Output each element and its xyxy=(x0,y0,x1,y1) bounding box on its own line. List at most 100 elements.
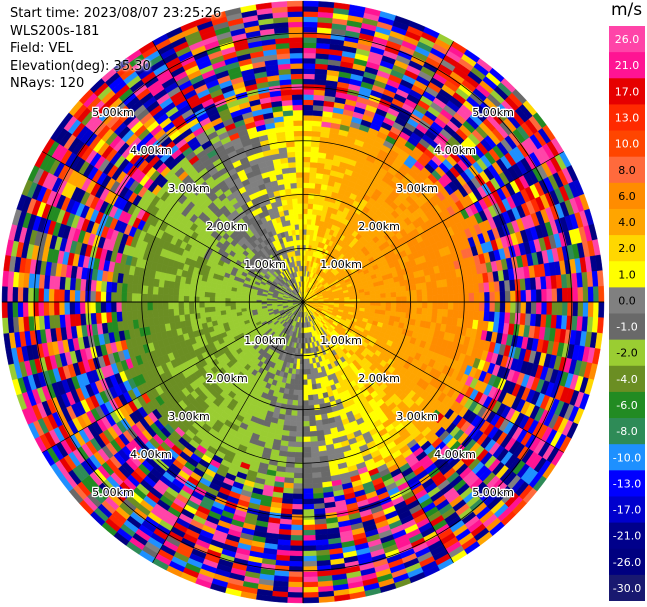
gate-cell xyxy=(416,295,423,303)
gate-cell xyxy=(467,283,475,294)
gate-cell xyxy=(442,286,449,295)
gate-cell xyxy=(405,307,413,314)
gate-cell xyxy=(489,291,496,303)
gate-cell xyxy=(307,198,315,205)
gate-cell xyxy=(473,301,480,312)
gate-cell xyxy=(436,287,444,296)
gate-cell xyxy=(498,280,506,292)
gate-cell xyxy=(416,301,423,309)
gate-cell xyxy=(288,560,304,567)
gate-cell xyxy=(310,373,316,380)
gate-cell xyxy=(314,183,322,190)
gate-cell xyxy=(426,308,433,316)
gate-cell xyxy=(284,466,295,474)
gate-cell xyxy=(291,404,298,412)
gate-cell xyxy=(302,182,310,189)
gate-cell xyxy=(458,301,465,311)
gate-cell xyxy=(302,11,319,18)
gate-cell xyxy=(310,441,319,448)
gate-cell xyxy=(400,285,407,292)
gate-cell xyxy=(344,296,350,301)
gate-cell xyxy=(494,291,501,303)
gate-cell xyxy=(401,301,408,308)
gate-cell xyxy=(318,1,335,9)
gate-cell xyxy=(302,550,317,557)
gate-cell xyxy=(285,404,293,411)
gate-cell xyxy=(310,456,321,463)
gate-cell xyxy=(297,395,304,401)
gate-cell xyxy=(302,389,309,396)
gate-cell xyxy=(302,114,314,121)
gate-cell xyxy=(306,374,312,380)
gate-cell xyxy=(297,389,304,396)
gate-cell xyxy=(302,192,309,199)
gate-cell xyxy=(370,297,376,303)
gate-cell xyxy=(390,306,397,313)
gate-cell xyxy=(302,436,311,443)
gate-cell xyxy=(294,374,300,380)
gate-cell xyxy=(308,187,316,194)
gate-cell xyxy=(298,374,304,381)
gate-cell xyxy=(427,301,433,310)
gate-cell xyxy=(296,415,304,422)
gate-cell xyxy=(302,571,318,578)
gate-cell xyxy=(415,283,422,291)
gate-cell xyxy=(478,292,485,303)
gate-cell xyxy=(302,125,313,132)
gate-cell xyxy=(432,301,439,310)
gate-cell xyxy=(283,482,294,489)
gate-cell xyxy=(302,472,313,479)
gate-cell xyxy=(302,140,312,147)
gate-cell xyxy=(478,301,485,312)
gate-cell xyxy=(295,426,304,432)
gate-cell xyxy=(302,213,308,220)
gate-cell xyxy=(504,290,511,303)
gate-cell xyxy=(311,120,323,127)
gate-cell xyxy=(302,73,316,80)
gate-cell xyxy=(421,301,428,309)
gate-cell xyxy=(587,286,594,303)
gate-cell xyxy=(302,420,310,427)
gate-cell xyxy=(551,301,558,316)
gate-cell xyxy=(302,488,314,495)
gate-cell xyxy=(311,388,318,396)
gate-cell xyxy=(302,16,319,23)
gate-cell xyxy=(302,477,313,484)
gate-cell xyxy=(400,312,407,319)
gate-cell xyxy=(302,415,310,422)
gate-cell xyxy=(478,310,485,322)
gate-cell xyxy=(302,42,317,49)
gate-cell xyxy=(296,420,304,427)
gate-cell xyxy=(295,441,304,448)
gate-cell xyxy=(309,368,315,375)
gate-cell xyxy=(488,281,496,293)
gate-cell xyxy=(302,529,316,536)
gate-cell xyxy=(302,68,316,75)
gate-cell xyxy=(307,399,315,406)
gate-cell xyxy=(309,172,317,179)
gate-cell xyxy=(302,88,315,95)
gate-cell xyxy=(307,389,314,396)
gate-cell xyxy=(354,295,361,300)
gate-cell xyxy=(541,288,548,303)
gate-cell xyxy=(310,378,317,385)
gate-cell xyxy=(307,203,314,210)
gate-cell xyxy=(302,94,315,101)
gate-cell xyxy=(297,405,304,412)
gate-cell xyxy=(295,436,304,443)
gate-cell xyxy=(302,166,311,173)
gate-cell xyxy=(310,151,319,158)
gate-cell xyxy=(302,161,311,168)
gate-cell xyxy=(431,287,438,296)
gate-cell xyxy=(310,141,321,148)
gate-cell xyxy=(293,467,304,474)
gate-cell xyxy=(494,301,501,313)
gate-cell xyxy=(431,308,438,317)
gate-cell xyxy=(312,104,324,112)
gate-cell xyxy=(302,52,317,59)
gate-cell xyxy=(427,294,433,303)
gate-cell xyxy=(302,467,313,474)
gate-cell xyxy=(302,379,308,386)
gate-cell xyxy=(380,297,387,303)
gate-cell xyxy=(313,404,321,411)
